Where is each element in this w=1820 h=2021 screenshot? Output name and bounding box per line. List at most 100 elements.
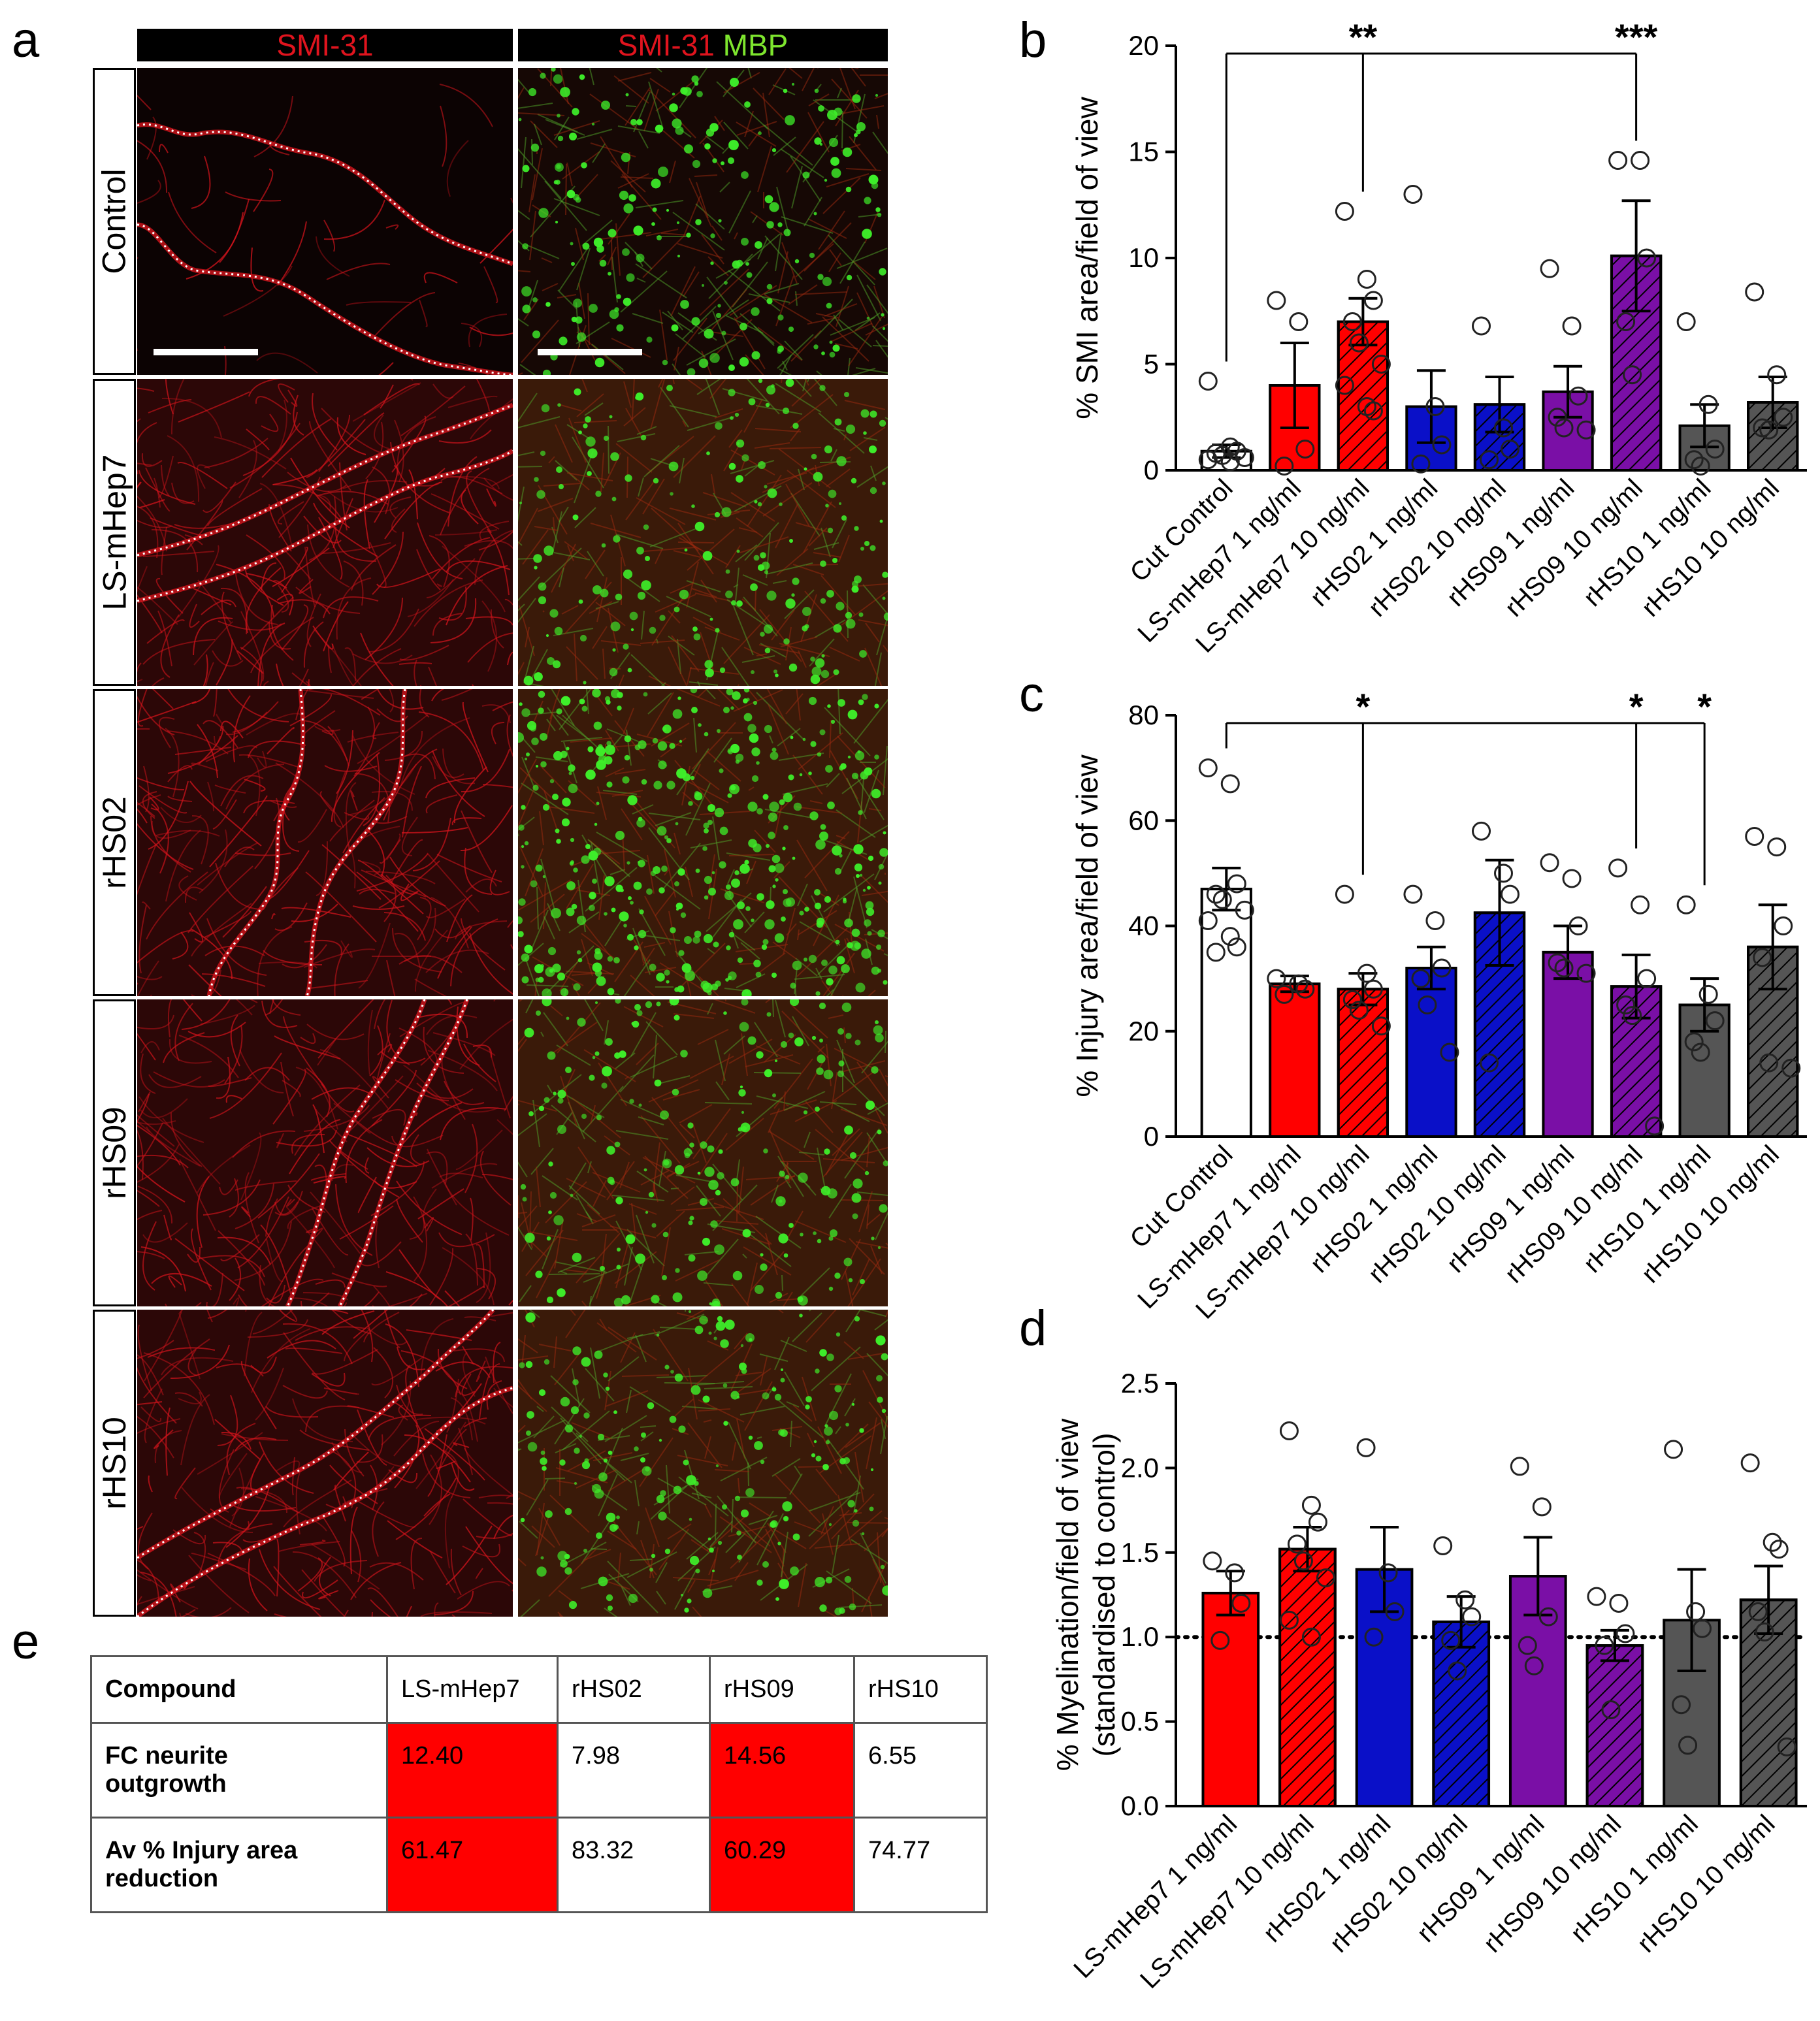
data-point bbox=[1279, 1610, 1299, 1630]
significance-label: * bbox=[1629, 686, 1644, 727]
data-point bbox=[1342, 990, 1362, 1009]
data-point bbox=[1287, 1534, 1307, 1554]
x-tick-label: rHS10 10 ng/ml bbox=[1632, 1809, 1781, 1958]
data-point bbox=[1637, 248, 1657, 268]
bar bbox=[1200, 888, 1252, 1138]
data-point bbox=[1227, 874, 1246, 894]
data-point bbox=[1494, 418, 1513, 438]
y-tick-label: 0.5 bbox=[1121, 1706, 1159, 1737]
y-tick-label: 0 bbox=[1144, 455, 1159, 485]
data-point bbox=[1691, 1043, 1710, 1062]
row-label-text: rHS10 bbox=[96, 1417, 133, 1510]
row-label-text: Control bbox=[96, 169, 133, 274]
data-point bbox=[1686, 1602, 1706, 1621]
data-point bbox=[1691, 457, 1710, 476]
data-point bbox=[1225, 1563, 1244, 1583]
smi31-mbp-image-rhs09 bbox=[518, 999, 888, 1306]
data-point bbox=[1774, 408, 1793, 427]
data-point bbox=[1698, 984, 1718, 1004]
data-point bbox=[1295, 440, 1315, 459]
table-header-row: Compound LS-mHep7 rHS02 rHS09 rHS10 bbox=[90, 1655, 988, 1724]
table-row-label: Av % Injury area reduction bbox=[90, 1817, 388, 1913]
data-point bbox=[1378, 1563, 1398, 1583]
data-point bbox=[1206, 884, 1226, 904]
smi31-mbp-image-rhs10 bbox=[518, 1310, 888, 1617]
data-point bbox=[1432, 435, 1452, 455]
data-point bbox=[1418, 995, 1437, 1014]
data-point bbox=[1385, 1602, 1405, 1621]
data-point bbox=[1342, 312, 1362, 331]
data-point bbox=[1781, 1058, 1801, 1078]
data-point bbox=[1433, 1536, 1453, 1555]
row-label-line: FC neurite bbox=[105, 1742, 228, 1770]
row-label-text: LS-mHep7 bbox=[96, 454, 133, 611]
data-point bbox=[1609, 1593, 1629, 1613]
data-point bbox=[1462, 1607, 1482, 1626]
data-point bbox=[1227, 937, 1246, 957]
y-tick-label: 0.0 bbox=[1121, 1790, 1159, 1821]
data-point bbox=[1684, 1032, 1704, 1052]
data-point bbox=[1335, 884, 1354, 904]
smi31-image-ls-mhep7 bbox=[137, 379, 513, 686]
panel-letter-c: c bbox=[1019, 667, 1044, 722]
y-tick-label: 15 bbox=[1128, 137, 1159, 167]
data-point bbox=[1540, 259, 1559, 278]
y-tick-label: 1.0 bbox=[1121, 1621, 1159, 1652]
data-point bbox=[1664, 1440, 1683, 1459]
data-point bbox=[1335, 202, 1354, 221]
data-point bbox=[1289, 974, 1308, 994]
data-point bbox=[1494, 864, 1513, 883]
table-header-rhs02: rHS02 bbox=[557, 1655, 711, 1724]
bar-hatch bbox=[1432, 1620, 1491, 1807]
table-row-label: FC neurite outgrowth bbox=[90, 1722, 388, 1819]
data-point bbox=[1275, 984, 1294, 1004]
bar-hatch bbox=[1278, 1547, 1337, 1808]
data-point bbox=[1198, 450, 1218, 470]
row-label-rhs10: rHS10 bbox=[93, 1310, 136, 1617]
data-point bbox=[1357, 963, 1376, 983]
data-point bbox=[1748, 1602, 1768, 1621]
data-point bbox=[1774, 916, 1793, 935]
data-point bbox=[1293, 1551, 1313, 1571]
data-point bbox=[1279, 1421, 1299, 1440]
data-point bbox=[1623, 1006, 1642, 1026]
chart-d: 0.0 0.5 1.0 1.5 2.0 2.5 % Myelination/field of… bbox=[1050, 1368, 1809, 1994]
data-point bbox=[1448, 1661, 1467, 1681]
column-header-left-red: SMI-31 bbox=[276, 28, 374, 62]
data-point bbox=[1203, 1551, 1222, 1571]
data-point bbox=[1349, 333, 1369, 353]
data-point bbox=[1745, 826, 1764, 846]
charts-area: 0 5 10 15 20% SMI area/field of view Cut Cont… bbox=[1019, 0, 1820, 2018]
y-tick-label: 20 bbox=[1128, 1016, 1159, 1046]
data-point bbox=[1425, 911, 1445, 930]
bar bbox=[1542, 950, 1594, 1138]
data-point bbox=[1548, 408, 1567, 427]
x-tick-label: rHS09 10 ng/ml bbox=[1478, 1809, 1627, 1958]
row-label-line: reduction bbox=[105, 1865, 219, 1892]
data-point bbox=[1755, 1622, 1774, 1641]
data-point bbox=[1672, 1695, 1691, 1715]
data-point bbox=[1568, 386, 1588, 406]
data-point bbox=[1678, 1736, 1698, 1755]
data-point bbox=[1769, 1540, 1789, 1559]
data-point bbox=[1363, 979, 1383, 999]
bar-hatch bbox=[1337, 988, 1389, 1138]
data-point bbox=[1455, 1590, 1475, 1609]
y-axis-label: % Injury area/field of view bbox=[1070, 754, 1104, 1097]
smi31-image-rhs09 bbox=[137, 999, 513, 1306]
data-point bbox=[1548, 953, 1567, 973]
bar-hatch bbox=[1337, 320, 1389, 472]
data-point bbox=[1698, 395, 1718, 414]
table-row: Av % Injury area reduction 61.47 83.32 60… bbox=[90, 1817, 988, 1913]
data-point bbox=[1267, 969, 1286, 988]
y-tick-label: 2.0 bbox=[1121, 1452, 1159, 1483]
data-point bbox=[1440, 1043, 1459, 1062]
smi31-mbp-image-ls-mhep7 bbox=[518, 379, 888, 686]
y-tick-label: 60 bbox=[1128, 805, 1159, 835]
y-tick-label: 40 bbox=[1128, 911, 1159, 941]
bar bbox=[1269, 982, 1321, 1138]
row-label-line: Av % Injury area bbox=[105, 1837, 298, 1864]
y-tick-label: 80 bbox=[1128, 700, 1159, 730]
